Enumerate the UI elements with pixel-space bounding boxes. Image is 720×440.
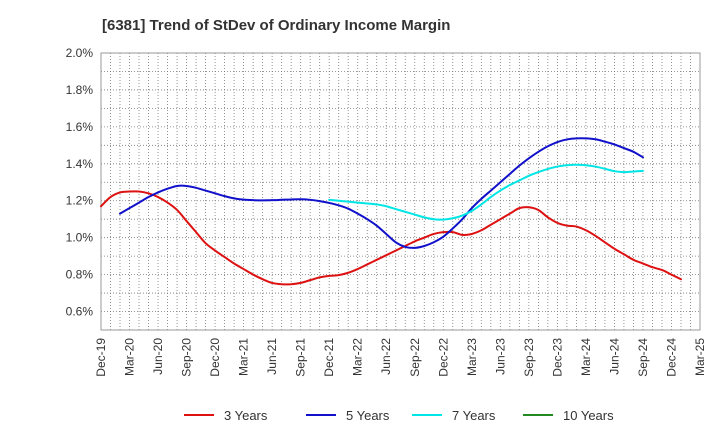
x-tick-label: Jun-22 (379, 338, 393, 375)
series-lines (100, 137, 682, 286)
x-axis: Dec-19 Mar-20 Jun-20 Sep-20 Dec-20 Mar-21 Jun-… (94, 338, 707, 377)
series-line-5-years (119, 137, 644, 249)
x-tick-label: Mar-25 (693, 338, 707, 376)
x-tick-label: Dec-21 (322, 338, 336, 377)
x-tick-label: Mar-24 (579, 338, 593, 376)
x-tick-label: Sep-20 (180, 338, 194, 377)
legend-label-5-years: 5 Years (346, 408, 390, 423)
y-tick-label: 1.6% (66, 120, 94, 134)
y-tick-label: 1.4% (66, 157, 94, 171)
y-tick-label: 1.0% (66, 231, 94, 245)
y-tick-label: 0.8% (66, 268, 94, 282)
x-tick-label: Dec-19 (94, 338, 108, 377)
x-tick-label: Sep-21 (294, 338, 308, 377)
y-tick-label: 1.2% (66, 194, 94, 208)
x-tick-label: Dec-23 (550, 338, 564, 377)
x-tick-label: Dec-20 (208, 338, 222, 377)
legend-label-3-years: 3 Years (224, 408, 268, 423)
x-tick-label: Jun-21 (265, 338, 279, 375)
y-axis: 0.6% 0.8% 1.0% 1.2% 1.4% 1.6% 1.8% 2.0% (66, 46, 94, 319)
x-tick-label: Sep-23 (522, 338, 536, 377)
x-tick-label: Dec-24 (664, 338, 678, 377)
plot-background (101, 53, 700, 330)
y-tick-label: 0.6% (66, 305, 94, 319)
x-tick-label: Dec-22 (436, 338, 450, 377)
x-tick-label: Sep-22 (408, 338, 422, 377)
x-tick-label: Mar-21 (237, 338, 251, 376)
plot-border (100, 52, 701, 331)
legend-label-7-years: 7 Years (452, 408, 496, 423)
x-tick-label: Jun-23 (493, 338, 507, 375)
series-line-3-years (100, 190, 682, 286)
plot-area (100, 52, 701, 331)
series-line-7-years (328, 163, 644, 221)
x-tick-label: Mar-23 (465, 338, 479, 376)
x-tick-label: Mar-22 (351, 338, 365, 376)
legend-label-10-years: 10 Years (563, 408, 614, 423)
chart-title: [6381] Trend of StDev of Ordinary Income… (102, 17, 450, 34)
x-tick-label: Sep-24 (636, 338, 650, 377)
legend: 3 Years 5 Years 7 Years 10 Years (184, 408, 614, 423)
y-tick-label: 1.8% (66, 83, 94, 97)
x-tick-label: Jun-24 (607, 338, 621, 375)
x-tick-label: Mar-20 (123, 338, 137, 376)
y-tick-label: 2.0% (66, 46, 94, 60)
x-tick-label: Jun-20 (151, 338, 165, 375)
